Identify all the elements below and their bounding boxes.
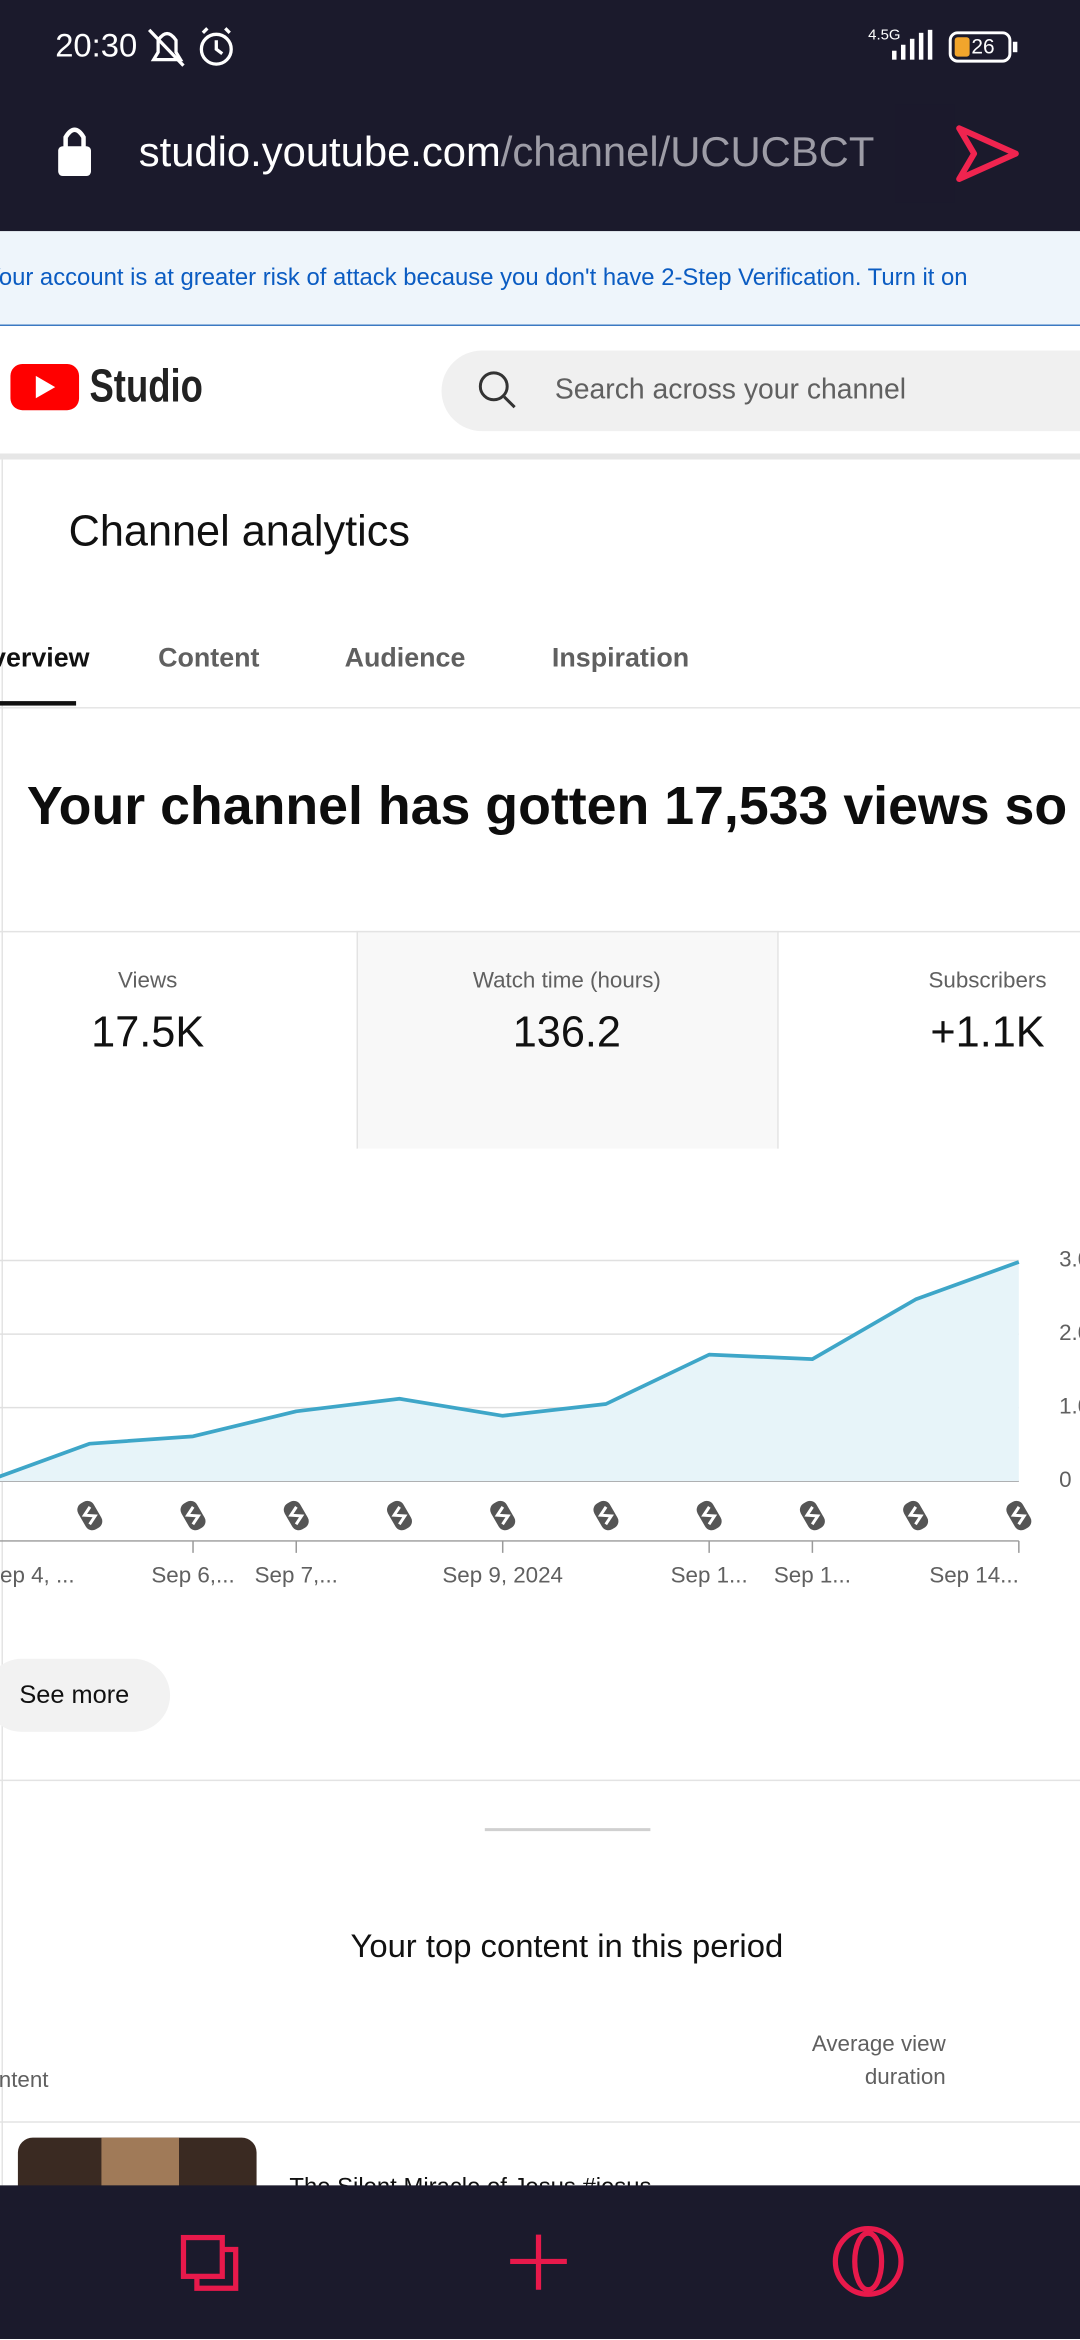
battery-percent: 26 <box>971 35 994 58</box>
top-content-title: Your top content in this period <box>350 1927 783 1964</box>
youtube-play <box>35 375 56 399</box>
url[interactable]: studio.youtube.com/channel/UCUCBCT <box>139 128 875 175</box>
x-tick-label: Sep 9, 2024 <box>442 1563 563 1588</box>
tab[interactable]: Inspiration <box>552 642 689 672</box>
metric-value: +1.1K <box>930 1009 1044 1057</box>
shorts-icon <box>77 1500 103 1531</box>
shorts-icon <box>180 1500 206 1531</box>
url-path: /channel/UCUCBCT <box>501 128 875 175</box>
lock-icon <box>58 127 91 177</box>
x-tick-label: Sep 4, ... <box>0 1563 75 1588</box>
shorts-icon <box>1006 1500 1032 1531</box>
url-host: studio.youtube.com <box>139 128 501 175</box>
banner-bg <box>0 231 1080 326</box>
metric-value: 136.2 <box>513 1009 621 1057</box>
banner-text[interactable]: Your account is at greater risk of attac… <box>0 264 968 291</box>
new-tab-button[interactable] <box>510 2234 567 2290</box>
column-header-wrap: Average view duration <box>811 2031 946 2090</box>
metric-label: Subscribers <box>928 967 1046 992</box>
search-box[interactable] <box>441 350 1080 432</box>
battery <box>948 31 1012 63</box>
shorts-icon-glyph <box>391 1506 408 1526</box>
status-icons <box>147 27 233 67</box>
headline: Your channel has gotten 17,533 views so … <box>27 776 1080 836</box>
shorts-icon <box>283 1500 309 1531</box>
url-fade <box>895 104 955 203</box>
page-title: Channel analytics <box>69 507 410 555</box>
studio-logo: Studio <box>90 360 203 412</box>
column-header: Content <box>0 2067 49 2092</box>
x-tick-label: Sep 6,... <box>151 1563 234 1588</box>
shorts-icon-glyph <box>1010 1506 1027 1526</box>
y-tick-label: 3.0K <box>1059 1246 1080 1271</box>
tab[interactable]: Content <box>158 642 259 672</box>
x-tick-label: Sep 14... <box>929 1563 1019 1588</box>
shorts-icon-glyph <box>184 1506 202 1526</box>
metric-card-selected[interactable] <box>358 930 778 1149</box>
shorts-icon-glyph <box>907 1506 924 1526</box>
y-tick-label: 2.0K <box>1059 1320 1080 1345</box>
search-placeholder: Search across your channel <box>555 373 906 405</box>
see-more-text: See more <box>19 1681 129 1709</box>
views-chart: 0 1.0K 2.0K 3.0K Sep 4, ... Sep 6,... Sep 7,..… <box>0 1246 1080 1588</box>
x-tick-label: Sep 1... <box>671 1563 748 1588</box>
shorts-icon <box>696 1500 722 1531</box>
shorts-icon <box>490 1500 516 1531</box>
x-tick-label: Sep 1... <box>774 1563 851 1588</box>
shorts-icon-glyph <box>597 1506 614 1526</box>
search-icon-handle <box>503 395 516 409</box>
status-time: 20:30 <box>55 26 137 63</box>
shorts-icon <box>593 1500 619 1531</box>
shorts-icon <box>903 1500 929 1531</box>
send-button[interactable] <box>956 125 1019 182</box>
tab-active[interactable]: Overview <box>0 642 90 672</box>
shorts-icon <box>387 1500 412 1531</box>
signal <box>892 29 933 60</box>
metric-label: Views <box>118 967 177 992</box>
network-type: 4.5G <box>868 28 900 44</box>
battery-tip <box>1012 41 1018 53</box>
shorts-icon-glyph <box>81 1506 98 1526</box>
metric-label: Watch time (hours) <box>473 967 661 992</box>
see-more-button[interactable] <box>0 1658 171 1732</box>
y-tick-label: 1.0K <box>1059 1394 1080 1419</box>
battery-level <box>954 37 970 57</box>
search-icon <box>478 371 509 402</box>
area <box>0 1261 1019 1482</box>
tab-indicator <box>0 701 77 706</box>
column-header: Average view duration <box>811 2031 946 2090</box>
tab[interactable]: Audience <box>345 642 466 672</box>
shorts-icon <box>799 1500 825 1531</box>
shorts-icon-glyph <box>804 1506 821 1526</box>
shorts-icon-glyph <box>288 1506 305 1526</box>
opera-menu-button[interactable] <box>832 2226 904 2297</box>
line <box>0 1260 1020 1479</box>
x-tick-label: Sep 7,... <box>255 1563 338 1588</box>
tabs-button[interactable] <box>180 2234 239 2291</box>
shorts-icon-glyph <box>701 1506 718 1526</box>
shorts-icon-glyph <box>494 1506 511 1526</box>
metric-value: 17.5K <box>91 1009 204 1057</box>
y-tick-label: 0 <box>1059 1467 1071 1492</box>
